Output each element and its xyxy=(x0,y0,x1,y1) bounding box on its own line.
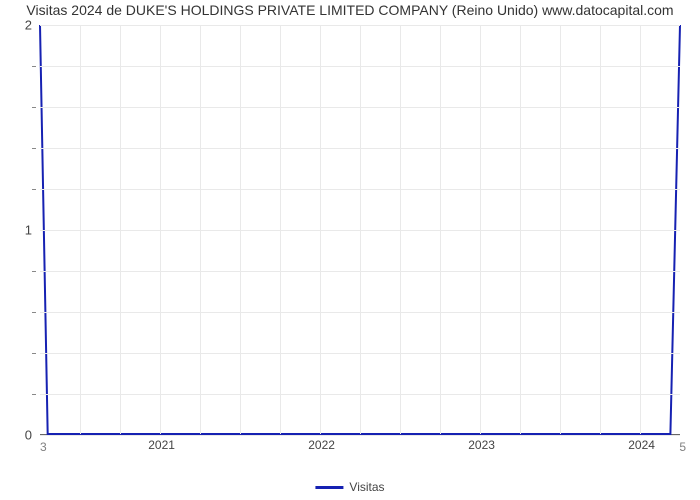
corner-label-bottom-left: 3 xyxy=(40,440,47,454)
y-minor-tick xyxy=(32,107,36,108)
gridline-h xyxy=(40,394,680,395)
plot-area: 0122021202220232024 xyxy=(40,25,680,435)
gridline-h xyxy=(40,271,680,272)
gridline-h xyxy=(40,230,680,231)
y-minor-tick xyxy=(32,189,36,190)
x-tick-label: 2022 xyxy=(308,438,335,452)
chart-title: Visitas 2024 de DUKE'S HOLDINGS PRIVATE … xyxy=(26,2,673,18)
x-tick-label: 2023 xyxy=(468,438,495,452)
y-minor-tick xyxy=(32,353,36,354)
y-minor-tick xyxy=(32,312,36,313)
y-minor-tick xyxy=(32,148,36,149)
x-tick-label: 2021 xyxy=(148,438,175,452)
legend: Visitas xyxy=(315,480,384,494)
y-tick-label: 0 xyxy=(25,428,32,443)
x-tick-label: 2024 xyxy=(628,438,655,452)
y-minor-tick xyxy=(32,66,36,67)
y-tick-label: 2 xyxy=(25,18,32,33)
gridline-h xyxy=(40,66,680,67)
corner-label-bottom-right: 5 xyxy=(679,440,686,454)
gridline-h xyxy=(40,148,680,149)
chart-frame: Visitas 2024 de DUKE'S HOLDINGS PRIVATE … xyxy=(0,0,700,500)
y-tick-label: 1 xyxy=(25,223,32,238)
legend-label: Visitas xyxy=(349,480,384,494)
y-minor-tick xyxy=(32,394,36,395)
gridline-h xyxy=(40,25,680,26)
y-minor-tick xyxy=(32,271,36,272)
gridline-h xyxy=(40,353,680,354)
legend-swatch xyxy=(315,486,343,489)
gridline-h xyxy=(40,312,680,313)
gridline-h xyxy=(40,435,680,436)
gridline-h xyxy=(40,189,680,190)
gridline-h xyxy=(40,107,680,108)
